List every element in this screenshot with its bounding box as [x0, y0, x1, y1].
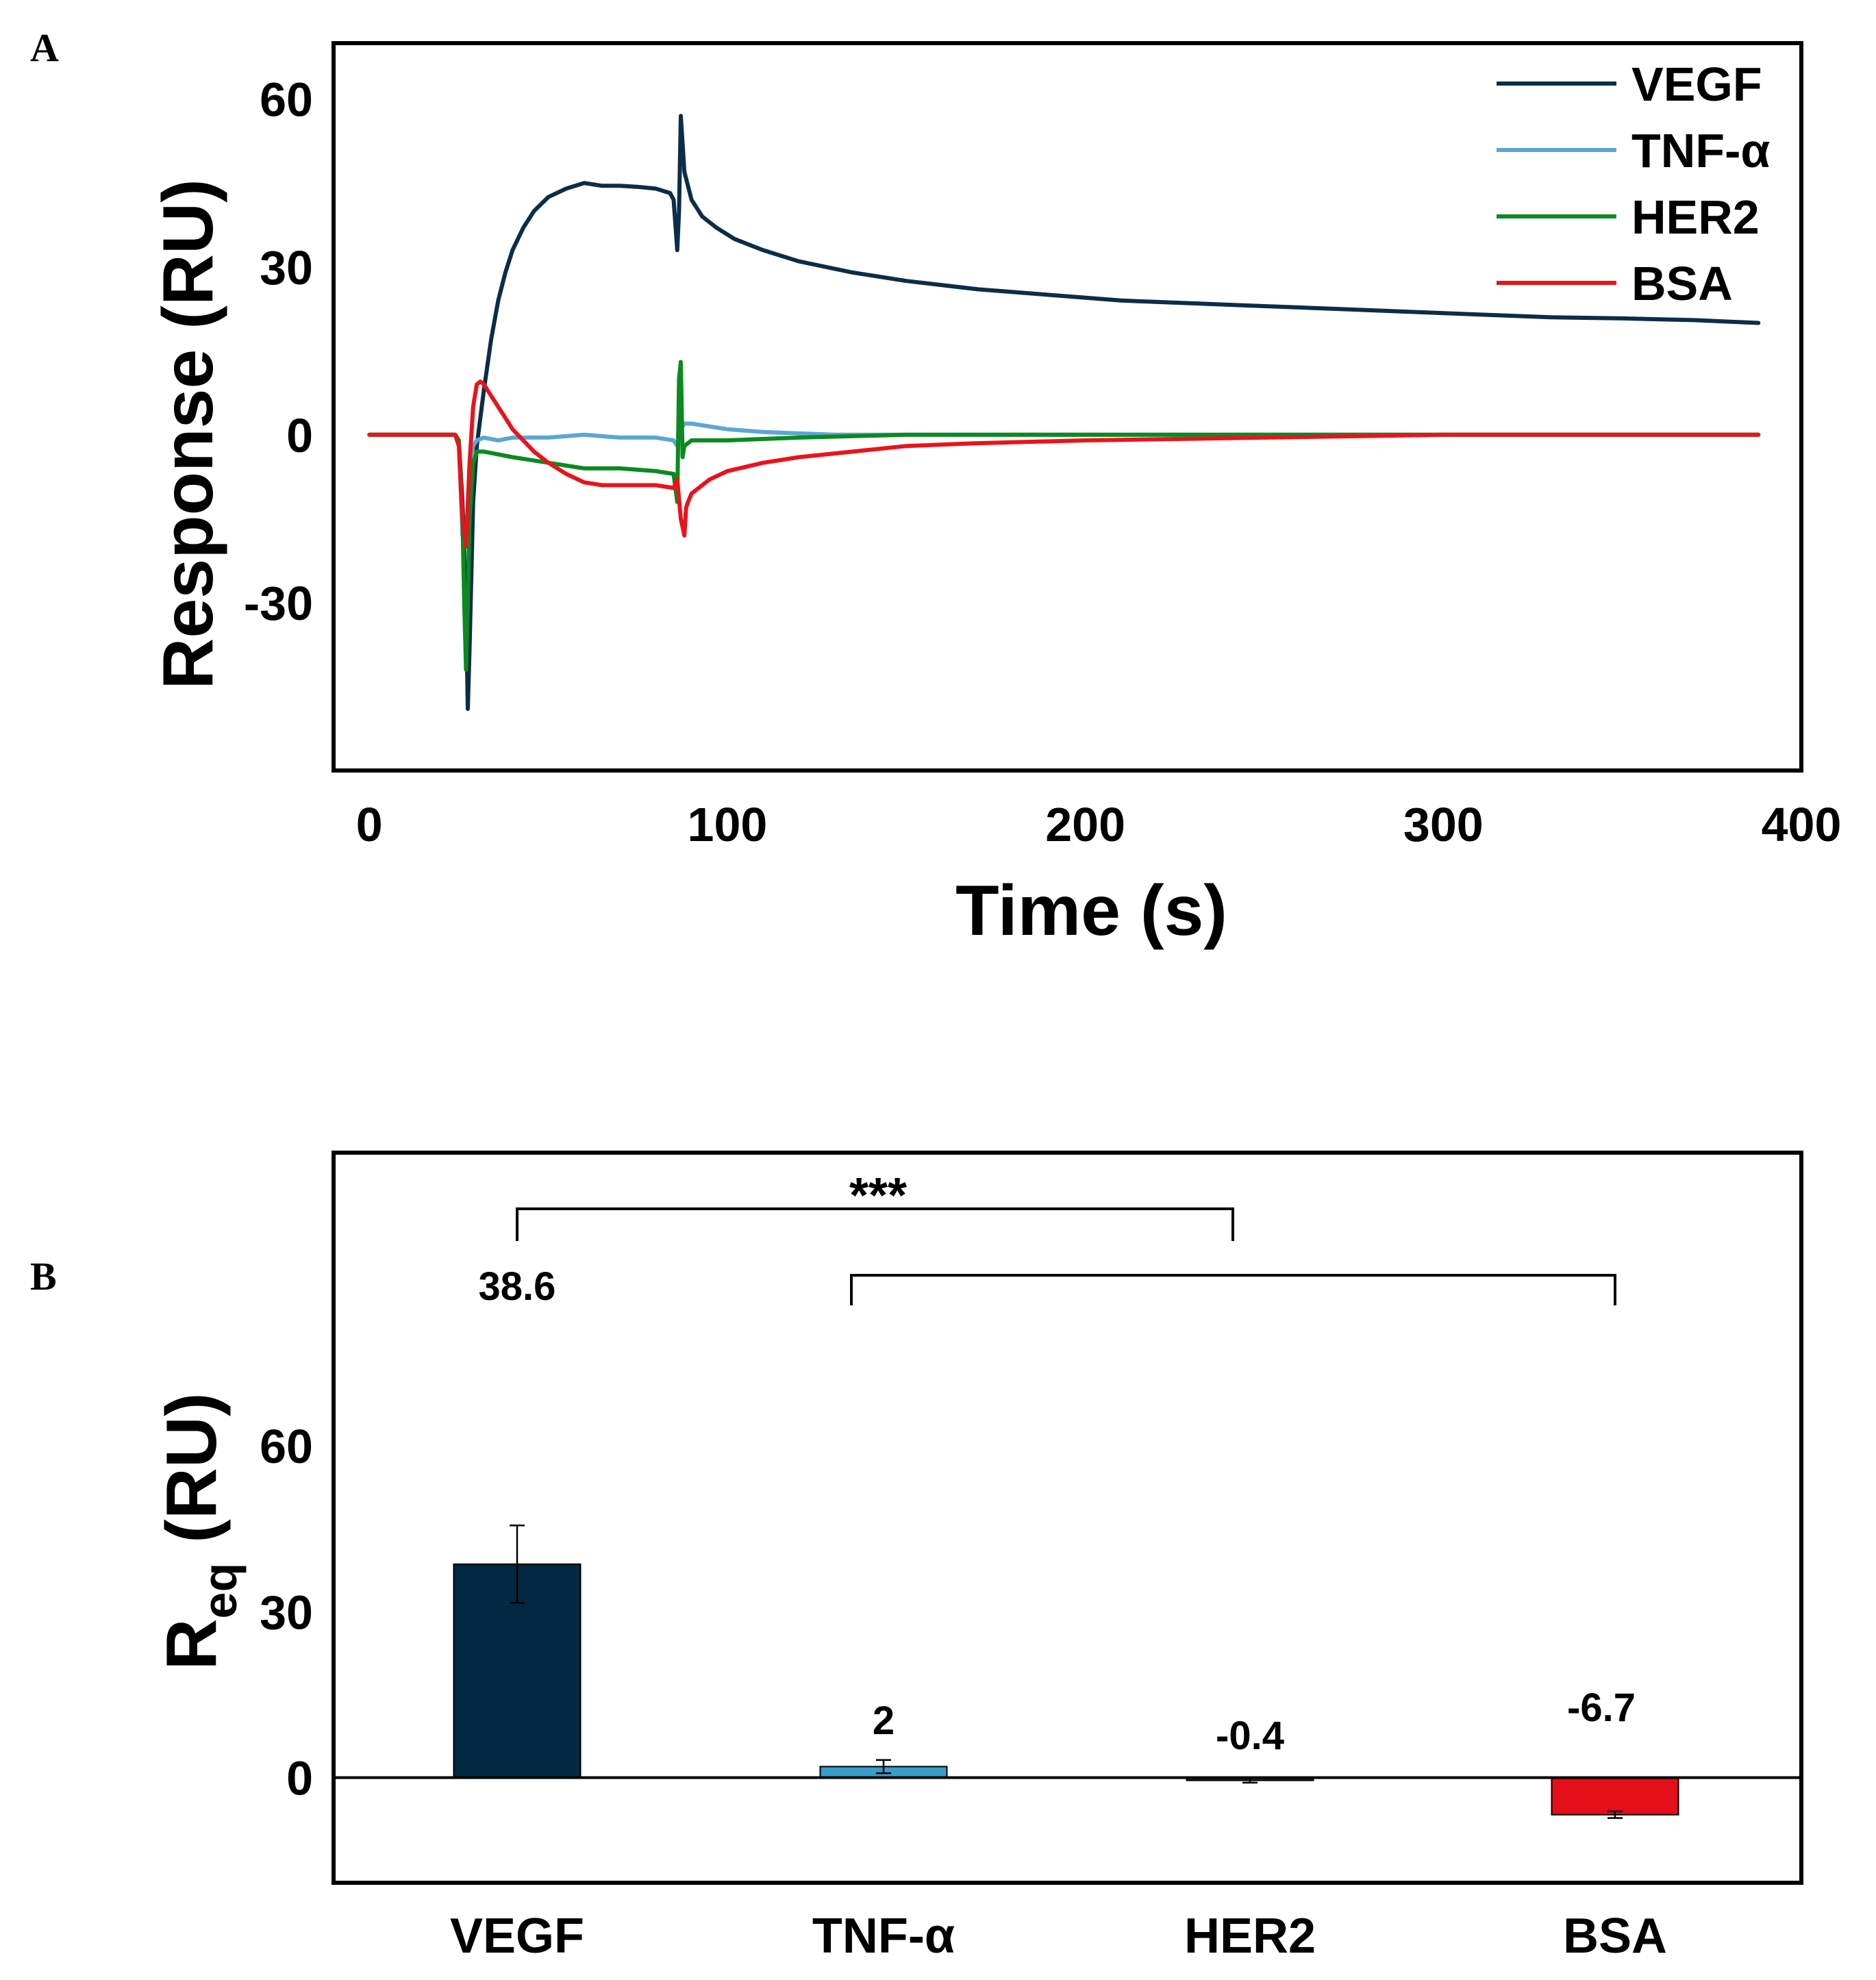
data-label: 38.6: [479, 1264, 556, 1309]
series-line-vegf: [367, 114, 1761, 712]
y-tick-label-a: 60: [260, 73, 313, 127]
x-axis-title-a: Time (s): [955, 871, 1227, 951]
panel-label-b: B: [30, 1254, 57, 1299]
significance-bracket: [516, 1207, 1234, 1241]
x-tick-label-a: 200: [1045, 798, 1125, 851]
data-label: -6.7: [1567, 1685, 1636, 1730]
x-tick-label-b: VEGF: [450, 1909, 584, 1964]
y-tick-label-b: 0: [286, 1752, 313, 1805]
significance-stars: ***: [849, 1168, 907, 1223]
plot-frame-b: [332, 1151, 1803, 1885]
y-axis-title-a: Response (RU): [149, 179, 228, 689]
x-tick-label-b: BSA: [1563, 1909, 1667, 1964]
x-tick-label-a: 400: [1762, 798, 1842, 851]
y-tick-label-a: -30: [244, 577, 313, 630]
data-label: 2: [873, 1699, 895, 1743]
x-tick-label-a: 100: [688, 798, 768, 851]
plot-frame-a: [332, 41, 1803, 773]
legend-label: BSA: [1631, 257, 1733, 310]
y-tick-label-a: 30: [260, 241, 313, 295]
x-tick-label-b: HER2: [1184, 1909, 1316, 1964]
series-line-bsa: [367, 379, 1761, 549]
y-tick-label-a: 0: [286, 409, 313, 462]
series-line-her2: [367, 360, 1761, 672]
data-label: -0.4: [1216, 1714, 1284, 1758]
x-tick-label-a: 0: [356, 798, 383, 851]
panel-label-a: A: [30, 25, 59, 70]
legend-label: TNF-α: [1631, 124, 1770, 177]
significance-bracket: [850, 1274, 1616, 1305]
y-axis-title-b: Req (RU): [152, 1392, 247, 1670]
y-tick-label-b: 60: [260, 1420, 313, 1473]
y-tick-label-b: 30: [260, 1586, 313, 1639]
legend-label: HER2: [1631, 190, 1760, 244]
x-tick-label-a: 300: [1403, 798, 1484, 851]
legend-label: VEGF: [1631, 58, 1762, 111]
bar-bsa: [1551, 1777, 1679, 1816]
x-tick-label-b: TNF-α: [812, 1909, 955, 1964]
